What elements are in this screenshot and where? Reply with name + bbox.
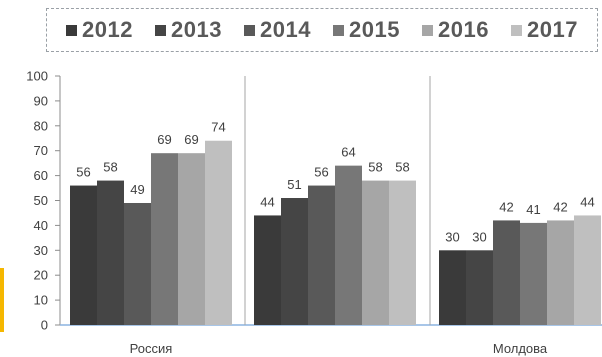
- y-tick-label: 30: [34, 243, 48, 258]
- data-label: 69: [157, 132, 171, 147]
- legend-item-2017: 2017: [511, 17, 578, 43]
- y-tick-label: 40: [34, 218, 48, 233]
- y-tick-label: 100: [26, 69, 48, 84]
- legend-label: 2015: [349, 17, 400, 42]
- legend-swatch: [511, 24, 523, 36]
- data-label: 58: [103, 160, 117, 175]
- y-tick-label: 90: [34, 93, 48, 108]
- bar-2015: [151, 153, 178, 325]
- y-tick-label: 10: [34, 293, 48, 308]
- category-label: Россия: [130, 341, 173, 356]
- bar-2016: [362, 180, 389, 325]
- legend-item-2014: 2014: [244, 17, 311, 43]
- bar-2015: [335, 165, 362, 325]
- data-label: 51: [287, 177, 301, 192]
- legend-label: 2016: [438, 17, 489, 42]
- y-tick-label: 80: [34, 118, 48, 133]
- bar-2013: [281, 198, 308, 325]
- data-label: 30: [472, 229, 486, 244]
- data-label: 42: [553, 199, 567, 214]
- data-label: 44: [580, 194, 594, 209]
- bar-2013: [466, 250, 493, 325]
- legend-swatch: [155, 24, 167, 36]
- legend-swatch: [244, 24, 256, 36]
- data-label: 69: [184, 132, 198, 147]
- legend-item-2012: 2012: [66, 17, 133, 43]
- legend-item-2016: 2016: [422, 17, 489, 43]
- legend-swatch: [333, 24, 345, 36]
- bar-2012: [439, 250, 466, 325]
- legend-label: 2013: [171, 17, 222, 42]
- y-tick-label: 20: [34, 268, 48, 283]
- data-label: 49: [130, 182, 144, 197]
- data-label: 64: [341, 145, 355, 160]
- data-label: 58: [395, 160, 409, 175]
- data-label: 56: [76, 165, 90, 180]
- legend-item-2015: 2015: [333, 17, 400, 43]
- legend-item-2013: 2013: [155, 17, 222, 43]
- data-label: 56: [314, 165, 328, 180]
- data-label: 41: [526, 202, 540, 217]
- y-tick-label: 0: [41, 318, 48, 333]
- data-label: 58: [368, 160, 382, 175]
- bar-2016: [547, 220, 574, 325]
- legend-label: 2014: [260, 17, 311, 42]
- legend-swatch: [66, 24, 78, 36]
- bar-2017: [574, 215, 601, 325]
- data-label: 44: [260, 194, 274, 209]
- y-tick-label: 60: [34, 168, 48, 183]
- left-accent-bar: [0, 268, 4, 332]
- bar-2014: [493, 220, 520, 325]
- data-label: 42: [499, 199, 513, 214]
- y-tick-label: 50: [34, 193, 48, 208]
- bar-2015: [520, 222, 547, 325]
- bar-2017: [205, 140, 232, 325]
- data-label: 30: [445, 229, 459, 244]
- legend-label: 2017: [527, 17, 578, 42]
- data-label: 74: [211, 120, 225, 135]
- bar-2013: [97, 180, 124, 325]
- bar-2014: [124, 202, 151, 325]
- category-label: Молдова: [493, 341, 548, 356]
- legend-swatch: [422, 24, 434, 36]
- bar-2014: [308, 185, 335, 325]
- bar-2012: [254, 215, 281, 325]
- bar-2017: [389, 180, 416, 325]
- chart-legend: 2012 2013 2014 2015 2016 2017: [46, 8, 598, 52]
- bar-2016: [178, 153, 205, 325]
- bar-2012: [70, 185, 97, 325]
- y-tick-label: 70: [34, 143, 48, 158]
- legend-label: 2012: [82, 17, 133, 42]
